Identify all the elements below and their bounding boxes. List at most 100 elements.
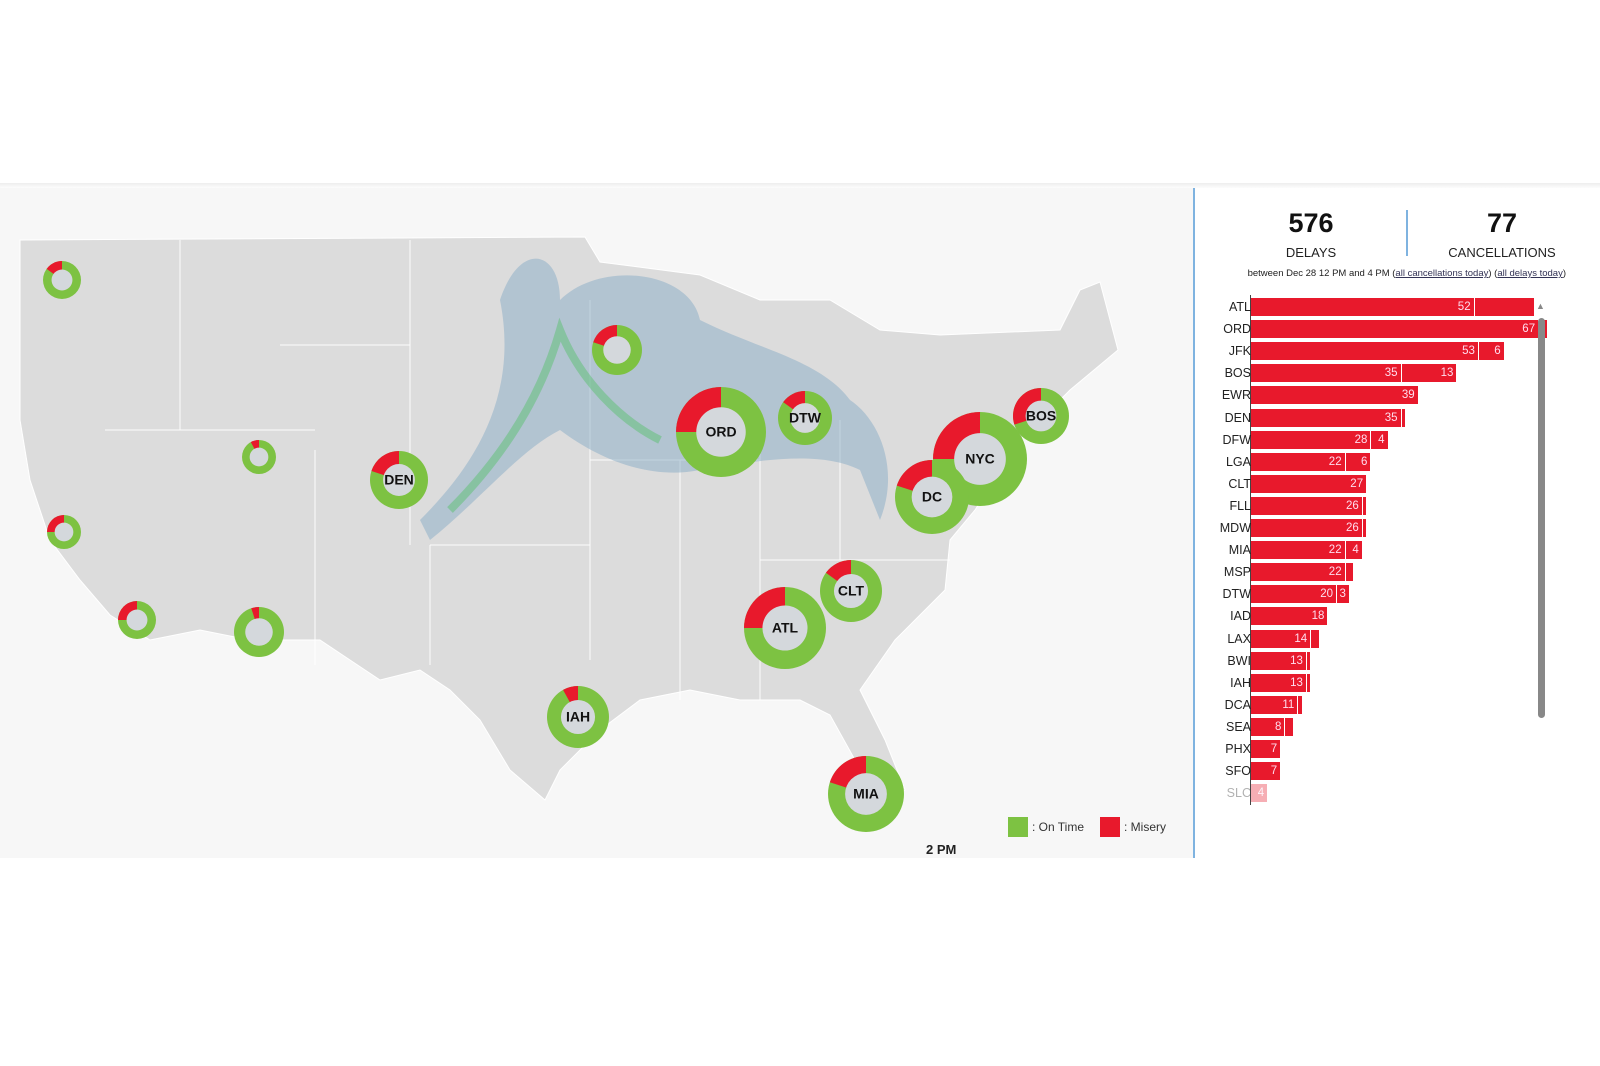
all-cancellations-link[interactable]: all cancellations today: [1395, 268, 1489, 279]
airport-donut[interactable]: [592, 325, 642, 375]
delays-bar[interactable]: 22: [1251, 563, 1346, 582]
time-range: between Dec 28 12 PM and 4 PM (all cance…: [1196, 268, 1596, 279]
airport-code: DTW: [1222, 587, 1251, 602]
delays-label: DELAYS: [1285, 245, 1337, 260]
airport-donut[interactable]: [118, 601, 156, 639]
delays-bar[interactable]: 27: [1251, 474, 1368, 493]
airport-donut[interactable]: MIA: [828, 756, 904, 832]
delays-bar[interactable]: 53: [1251, 342, 1479, 361]
bar-row[interactable]: MIA 22 4: [1196, 541, 1566, 560]
airport-code: IAD: [1230, 609, 1251, 624]
cancellations-bar[interactable]: [1306, 673, 1312, 692]
bar-row[interactable]: PHX 7: [1196, 740, 1566, 758]
bar-row[interactable]: LGA 22 6: [1196, 452, 1566, 471]
bar-row[interactable]: DCA 11: [1196, 695, 1566, 714]
us-map[interactable]: ORD DTW BOS NYC DC DEN ATL CLT IAH MIA: [0, 188, 1193, 858]
airport-bar-chart[interactable]: ATL 52 ORD 67 JFK 53 6 BOS 35 13 EWR 39 DEN 35 DFW 28 4 L…: [1196, 298, 1566, 803]
delays-bar[interactable]: 4: [1251, 784, 1269, 803]
donut-hole: [54, 522, 74, 542]
airport-donut[interactable]: [43, 261, 81, 299]
delays-bar[interactable]: 18: [1251, 607, 1329, 626]
bar-row[interactable]: JFK 53 6: [1196, 342, 1566, 361]
airport-label: CLT: [838, 583, 865, 599]
airport-code: MIA: [1228, 543, 1251, 558]
delays-bar[interactable]: 8: [1251, 717, 1286, 736]
bar-row[interactable]: CLT 27: [1196, 474, 1566, 493]
delays-bar[interactable]: 14: [1251, 629, 1312, 648]
delays-bar[interactable]: 13: [1251, 651, 1307, 670]
scroll-up-icon[interactable]: ▲: [1536, 301, 1545, 311]
airport-code: FLL: [1229, 498, 1251, 513]
delays-bar[interactable]: 20: [1251, 585, 1337, 604]
all-delays-link[interactable]: all delays today: [1497, 268, 1563, 279]
cancellations-bar[interactable]: [1362, 519, 1368, 537]
airport-label: BOS: [1026, 408, 1056, 424]
cancellations-bar[interactable]: 6: [1478, 342, 1505, 361]
airport-code: BOS: [1224, 366, 1251, 381]
delays-bar[interactable]: 35: [1251, 408, 1402, 427]
bar-row[interactable]: BWI 13: [1196, 651, 1566, 670]
cancellations-bar[interactable]: 13: [1401, 364, 1458, 383]
bar-row[interactable]: SLC 4: [1196, 784, 1566, 803]
bar-row[interactable]: DEN 35: [1196, 408, 1566, 427]
airport-donut[interactable]: [47, 515, 81, 549]
airport-donut[interactable]: ORD: [676, 387, 766, 477]
cancellations-bar[interactable]: [1306, 651, 1312, 670]
airport-donut[interactable]: BOS: [1013, 388, 1069, 444]
cancellations-bar[interactable]: [1285, 717, 1294, 736]
airport-label: DC: [922, 489, 942, 505]
cancellations-bar[interactable]: 6: [1345, 452, 1372, 471]
cancellations-bar[interactable]: [1474, 298, 1535, 316]
on-time-swatch: [1008, 817, 1028, 837]
delays-bar[interactable]: 52: [1251, 298, 1475, 316]
cancellations-count: 77: [1486, 208, 1518, 238]
bar-row[interactable]: ATL 52: [1196, 298, 1566, 316]
airport-code: IAH: [1230, 675, 1251, 690]
airport-donut[interactable]: DTW: [778, 391, 832, 445]
delays-bar[interactable]: 7: [1251, 762, 1282, 781]
cancellations-bar[interactable]: 4: [1345, 541, 1363, 560]
stat-divider: [1406, 210, 1408, 256]
delays-bar[interactable]: 26: [1251, 496, 1363, 515]
donut-hole: [1025, 400, 1057, 432]
delays-bar[interactable]: 7: [1251, 740, 1282, 758]
delays-bar[interactable]: 35: [1251, 364, 1402, 383]
bar-row[interactable]: LAX 14: [1196, 629, 1566, 648]
delays-bar[interactable]: 39: [1251, 386, 1419, 405]
airport-donut[interactable]: [234, 607, 284, 657]
cancellations-bar[interactable]: [1362, 496, 1368, 515]
cancellations-bar[interactable]: 3: [1337, 585, 1350, 604]
cancellations-bar[interactable]: [1401, 408, 1406, 427]
bar-row[interactable]: IAD 18: [1196, 607, 1566, 626]
bar-row[interactable]: ORD 67: [1196, 320, 1566, 339]
cancellations-bar[interactable]: [1345, 563, 1355, 582]
scrollbar[interactable]: [1538, 318, 1545, 718]
bar-row[interactable]: MSP 22: [1196, 563, 1566, 582]
bar-row[interactable]: IAH 13: [1196, 673, 1566, 692]
delays-bar[interactable]: 22: [1251, 452, 1346, 471]
delays-bar[interactable]: 67: [1251, 320, 1540, 339]
bar-row[interactable]: FLL 26: [1196, 496, 1566, 515]
bar-row[interactable]: EWR 39: [1196, 386, 1566, 405]
cancellations-bar[interactable]: [1298, 695, 1303, 714]
bar-row[interactable]: SEA 8: [1196, 717, 1566, 736]
bar-row[interactable]: SFO 7: [1196, 762, 1566, 781]
bar-row[interactable]: DTW 20 3: [1196, 585, 1566, 604]
airport-donut[interactable]: DC: [895, 460, 969, 534]
bar-row[interactable]: BOS 35 13: [1196, 364, 1566, 383]
delays-bar[interactable]: 28: [1251, 430, 1372, 449]
donut-hole: [603, 336, 631, 364]
bar-row[interactable]: DFW 28 4: [1196, 430, 1566, 449]
delays-bar[interactable]: 26: [1251, 519, 1363, 537]
airport-donut[interactable]: DEN: [370, 451, 428, 509]
delays-bar[interactable]: 13: [1251, 673, 1307, 692]
cancellations-bar[interactable]: [1311, 629, 1320, 648]
bar-row[interactable]: MDW 26: [1196, 519, 1566, 537]
airport-donut[interactable]: IAH: [547, 686, 609, 748]
delays-bar[interactable]: 22: [1251, 541, 1346, 560]
airport-donut[interactable]: [242, 440, 276, 474]
cancellations-bar[interactable]: 4: [1371, 430, 1389, 449]
airport-donut[interactable]: ATL: [744, 587, 826, 669]
delays-bar[interactable]: 11: [1251, 695, 1299, 714]
airport-donut[interactable]: CLT: [820, 560, 882, 622]
